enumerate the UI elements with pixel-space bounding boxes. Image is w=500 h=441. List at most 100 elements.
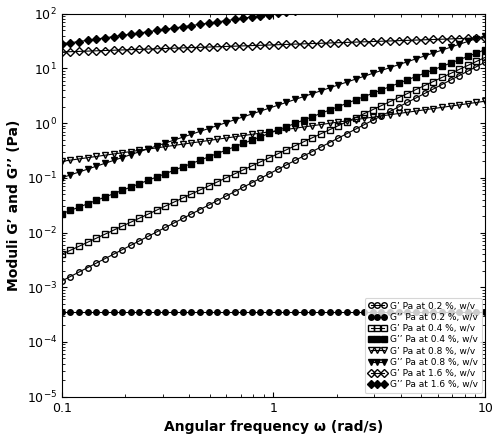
G’ Pa at 1.6 %, w/v: [58, 49, 64, 55]
G’’ Pa at 0.4 %, w/v: [361, 94, 367, 99]
G’’ Pa at 0.8 %, w/v: [378, 68, 384, 73]
G’’ Pa at 0.8 %, w/v: [326, 85, 332, 90]
G’’ Pa at 1.6 %, w/v: [188, 23, 194, 28]
G’’ Pa at 0.2 %, w/v: [154, 310, 160, 315]
G’ Pa at 0.4 %, w/v: [136, 216, 142, 221]
G’ Pa at 0.8 %, w/v: [361, 116, 367, 121]
G’ Pa at 0.2 %, w/v: [396, 104, 402, 109]
G’’ Pa at 1.6 %, w/v: [154, 28, 160, 33]
G’ Pa at 1.6 %, w/v: [180, 45, 186, 51]
G’’ Pa at 0.8 %, w/v: [352, 77, 358, 82]
G’ Pa at 0.8 %, w/v: [326, 121, 332, 126]
G’’ Pa at 0.4 %, w/v: [292, 121, 298, 126]
G’’ Pa at 0.2 %, w/v: [145, 310, 151, 315]
G’’ Pa at 0.2 %, w/v: [430, 310, 436, 315]
G’ Pa at 0.2 %, w/v: [214, 198, 220, 203]
G’ Pa at 1.6 %, w/v: [258, 43, 264, 48]
G’ Pa at 0.8 %, w/v: [154, 145, 160, 150]
G’’ Pa at 1.6 %, w/v: [266, 12, 272, 17]
G’’ Pa at 1.6 %, w/v: [214, 19, 220, 25]
G’’ Pa at 0.8 %, w/v: [223, 120, 229, 125]
Line: G’’ Pa at 0.8 %, w/v: G’’ Pa at 0.8 %, w/v: [59, 33, 488, 181]
G’ Pa at 0.2 %, w/v: [326, 140, 332, 145]
G’ Pa at 0.8 %, w/v: [128, 149, 134, 154]
G’’ Pa at 0.2 %, w/v: [232, 310, 237, 315]
G’ Pa at 1.6 %, w/v: [110, 48, 116, 53]
G’’ Pa at 0.8 %, w/v: [188, 132, 194, 137]
G’’ Pa at 0.4 %, w/v: [448, 60, 454, 66]
G’’ Pa at 0.2 %, w/v: [84, 310, 90, 315]
G’ Pa at 1.6 %, w/v: [310, 41, 316, 46]
G’ Pa at 0.2 %, w/v: [154, 229, 160, 235]
G’’ Pa at 0.8 %, w/v: [128, 152, 134, 157]
G’’ Pa at 0.2 %, w/v: [378, 310, 384, 315]
G’’ Pa at 1.6 %, w/v: [94, 37, 100, 42]
G’’ Pa at 0.4 %, w/v: [482, 47, 488, 52]
G’ Pa at 1.6 %, w/v: [300, 41, 306, 46]
G’’ Pa at 0.4 %, w/v: [188, 161, 194, 166]
G’ Pa at 0.4 %, w/v: [162, 203, 168, 209]
G’’ Pa at 0.4 %, w/v: [465, 54, 471, 59]
G’’ Pa at 0.4 %, w/v: [214, 151, 220, 156]
G’’ Pa at 0.8 %, w/v: [300, 94, 306, 99]
G’ Pa at 0.4 %, w/v: [378, 103, 384, 108]
G’’ Pa at 0.4 %, w/v: [232, 144, 237, 149]
G’ Pa at 0.4 %, w/v: [119, 224, 125, 229]
G’’ Pa at 0.8 %, w/v: [456, 42, 462, 47]
G’’ Pa at 1.6 %, w/v: [326, 3, 332, 8]
G’ Pa at 0.8 %, w/v: [482, 98, 488, 104]
Line: G’ Pa at 0.4 %, w/v: G’ Pa at 0.4 %, w/v: [59, 55, 488, 257]
G’’ Pa at 0.8 %, w/v: [370, 71, 376, 76]
G’ Pa at 0.2 %, w/v: [387, 108, 393, 114]
G’ Pa at 0.4 %, w/v: [344, 119, 350, 124]
G’ Pa at 0.2 %, w/v: [352, 127, 358, 132]
G’’ Pa at 0.8 %, w/v: [361, 74, 367, 79]
G’ Pa at 1.6 %, w/v: [465, 36, 471, 41]
G’’ Pa at 0.8 %, w/v: [387, 65, 393, 70]
G’’ Pa at 1.6 %, w/v: [58, 41, 64, 47]
G’ Pa at 1.6 %, w/v: [102, 48, 108, 53]
G’’ Pa at 0.2 %, w/v: [318, 310, 324, 315]
G’’ Pa at 1.6 %, w/v: [206, 20, 212, 26]
G’’ Pa at 0.4 %, w/v: [352, 97, 358, 103]
G’ Pa at 0.2 %, w/v: [439, 82, 445, 87]
G’ Pa at 0.8 %, w/v: [430, 106, 436, 111]
G’ Pa at 0.4 %, w/v: [387, 99, 393, 104]
G’’ Pa at 0.2 %, w/v: [465, 310, 471, 315]
G’ Pa at 0.4 %, w/v: [94, 235, 100, 241]
G’ Pa at 0.2 %, w/v: [171, 220, 177, 226]
G’ Pa at 0.4 %, w/v: [180, 195, 186, 201]
G’’ Pa at 0.8 %, w/v: [58, 175, 64, 180]
G’ Pa at 1.6 %, w/v: [94, 48, 100, 53]
G’ Pa at 0.8 %, w/v: [284, 127, 290, 132]
G’’ Pa at 0.4 %, w/v: [110, 191, 116, 196]
G’’ Pa at 1.6 %, w/v: [378, 0, 384, 1]
G’’ Pa at 0.8 %, w/v: [413, 56, 419, 61]
G’’ Pa at 0.8 %, w/v: [465, 39, 471, 44]
G’ Pa at 0.2 %, w/v: [465, 68, 471, 74]
G’’ Pa at 0.4 %, w/v: [439, 64, 445, 69]
G’ Pa at 0.8 %, w/v: [171, 143, 177, 148]
G’ Pa at 0.2 %, w/v: [482, 60, 488, 65]
G’ Pa at 0.2 %, w/v: [430, 86, 436, 92]
G’ Pa at 0.8 %, w/v: [162, 144, 168, 149]
G’ Pa at 0.2 %, w/v: [232, 189, 237, 194]
G’ Pa at 1.6 %, w/v: [448, 36, 454, 41]
G’’ Pa at 0.2 %, w/v: [249, 310, 255, 315]
G’’ Pa at 0.2 %, w/v: [136, 310, 142, 315]
G’’ Pa at 0.2 %, w/v: [68, 310, 73, 315]
G’’ Pa at 0.4 %, w/v: [310, 114, 316, 120]
G’ Pa at 1.6 %, w/v: [128, 47, 134, 52]
G’’ Pa at 0.8 %, w/v: [284, 100, 290, 105]
G’ Pa at 1.6 %, w/v: [378, 39, 384, 44]
G’ Pa at 1.6 %, w/v: [223, 44, 229, 49]
G’’ Pa at 1.6 %, w/v: [136, 30, 142, 36]
G’ Pa at 1.6 %, w/v: [171, 45, 177, 51]
G’ Pa at 0.2 %, w/v: [413, 95, 419, 101]
G’’ Pa at 0.4 %, w/v: [102, 194, 108, 200]
G’ Pa at 0.8 %, w/v: [344, 118, 350, 123]
G’’ Pa at 1.6 %, w/v: [249, 14, 255, 19]
G’ Pa at 0.4 %, w/v: [396, 95, 402, 100]
G’’ Pa at 0.2 %, w/v: [310, 310, 316, 315]
G’ Pa at 1.6 %, w/v: [249, 43, 255, 48]
